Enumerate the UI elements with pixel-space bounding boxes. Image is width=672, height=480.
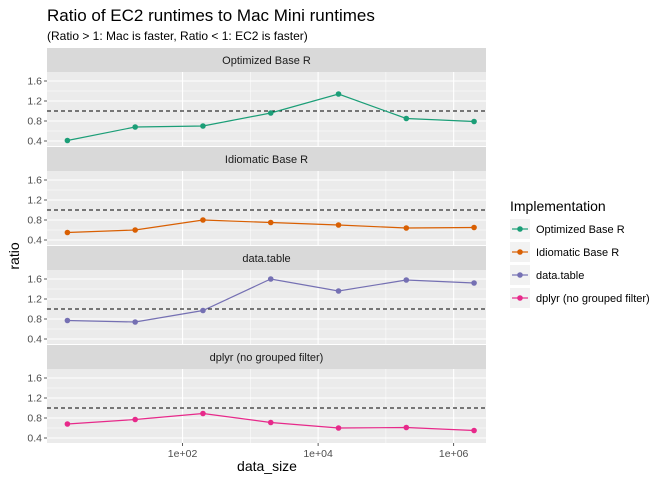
data-point: [335, 425, 342, 431]
data-point: [267, 219, 274, 226]
data-point: [200, 307, 206, 314]
facet-strip-label: Idiomatic Base R: [225, 154, 308, 166]
legend: Implementation Optimized Base R Idiomatic…: [510, 198, 650, 308]
data-point: [403, 115, 410, 122]
legend-key-point: [517, 226, 523, 232]
y-tick-label: 0.8: [27, 215, 42, 227]
legend-item: data.table: [510, 265, 584, 285]
y-tick-label: 0.8: [27, 314, 42, 326]
data-point: [267, 419, 274, 426]
facet-strip-label: Optimized Base R: [222, 55, 311, 67]
y-tick-label: 0.4: [27, 235, 42, 247]
facet-panel: data.table 0.4 0.8 1.2 1.6: [27, 246, 486, 346]
legend-label: dplyr (no grouped filter): [536, 293, 650, 305]
data-point: [200, 410, 206, 417]
data-point: [200, 217, 206, 223]
data-point: [403, 225, 410, 231]
legend-label: Idiomatic Base R: [536, 247, 619, 259]
data-point: [471, 427, 477, 434]
chart-title: Ratio of EC2 runtimes to Mac Mini runtim…: [47, 6, 375, 25]
x-tick-label: 1e+02: [168, 448, 198, 460]
y-tick-label: 1.6: [27, 175, 42, 187]
facet-strip-label: dplyr (no grouped filter): [210, 352, 324, 364]
data-point: [200, 123, 206, 129]
facet-strip-label: data.table: [242, 253, 290, 265]
data-point: [132, 124, 138, 130]
y-tick-label: 0.4: [27, 136, 42, 148]
y-tick-label: 1.6: [27, 274, 42, 286]
chart-subtitle: (Ratio > 1: Mac is faster, Ratio < 1: EC…: [47, 29, 308, 43]
x-tick-label: 1e+04: [303, 448, 333, 460]
y-axis-title: ratio: [6, 242, 22, 269]
y-tick-label: 1.2: [27, 195, 42, 207]
data-point: [335, 288, 342, 294]
data-point: [267, 110, 274, 116]
data-point: [64, 137, 71, 144]
y-tick-label: 0.8: [27, 116, 42, 128]
y-tick-label: 0.8: [27, 413, 42, 425]
facet-strip: [47, 147, 486, 171]
x-axis-title: data_size: [237, 458, 297, 474]
legend-label: data.table: [536, 270, 584, 282]
data-point: [335, 222, 342, 228]
data-point: [335, 91, 342, 97]
data-point: [64, 421, 71, 427]
facet-panel: Optimized Base R 0.4 0.8 1.2 1.6: [27, 48, 486, 148]
data-point: [267, 276, 274, 282]
facet-strip: [47, 345, 486, 369]
data-point: [132, 319, 138, 325]
panel-background: [47, 369, 486, 443]
y-tick-label: 1.6: [27, 76, 42, 88]
legend-title: Implementation: [510, 198, 606, 214]
data-point: [132, 227, 138, 233]
legend-item: Idiomatic Base R: [510, 242, 619, 262]
legend-item: Optimized Base R: [510, 219, 625, 239]
data-point: [471, 224, 477, 231]
data-point: [403, 424, 410, 431]
y-tick-label: 1.6: [27, 373, 42, 385]
data-point: [64, 317, 71, 324]
data-point: [471, 280, 477, 286]
legend-key-point: [517, 249, 523, 255]
y-tick-label: 0.4: [27, 433, 42, 445]
x-axis: 1e+02 1e+04 1e+06: [168, 443, 469, 460]
y-tick-label: 1.2: [27, 393, 42, 405]
legend-key-point: [517, 272, 523, 278]
legend-key-point: [517, 295, 523, 301]
panel-background: [47, 270, 486, 344]
legend-item: dplyr (no grouped filter): [510, 288, 650, 308]
data-point: [471, 118, 477, 125]
y-tick-label: 0.4: [27, 334, 42, 346]
panel-background: [47, 72, 486, 146]
data-point: [403, 277, 410, 283]
legend-label: Optimized Base R: [536, 224, 625, 236]
data-point: [64, 229, 71, 236]
facet-strip: [47, 48, 486, 72]
panel-background: [47, 171, 486, 245]
data-point: [132, 416, 138, 423]
facet-panel: Idiomatic Base R 0.4 0.8 1.2 1.6: [27, 147, 486, 247]
x-tick-label: 1e+06: [439, 448, 469, 460]
y-tick-label: 1.2: [27, 294, 42, 306]
y-tick-label: 1.2: [27, 96, 42, 108]
facet-strip: [47, 246, 486, 270]
facet-panel: dplyr (no grouped filter) 0.4 0.8 1.2 1.6: [27, 345, 486, 445]
